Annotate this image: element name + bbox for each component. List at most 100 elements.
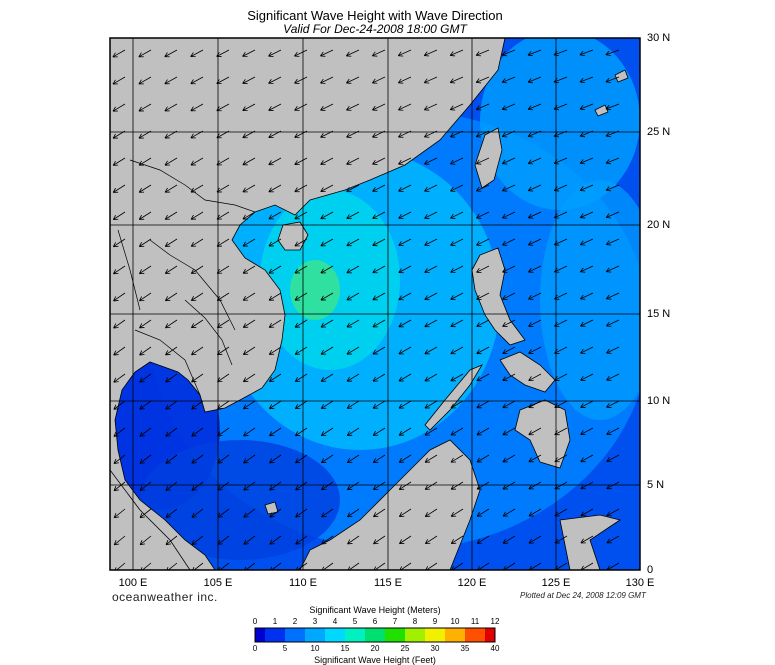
wave-direction-arrow: [476, 319, 490, 328]
wave-field-north: [480, 38, 640, 210]
wave-direction-arrow: [138, 238, 152, 248]
wave-direction-arrow: [346, 130, 360, 138]
wave-direction-arrow: [242, 346, 256, 356]
wave-direction-arrow: [268, 373, 282, 383]
wave-direction-arrow: [243, 508, 256, 518]
wave-direction-arrow: [528, 508, 542, 517]
wave-direction-arrow: [191, 400, 204, 410]
wave-direction-arrow: [112, 49, 126, 58]
wave-direction-arrow: [112, 184, 126, 193]
wave-direction-arrow: [294, 400, 308, 410]
lon-label: 130 E: [625, 577, 655, 589]
wave-direction-arrow: [553, 130, 568, 138]
wave-direction-arrow: [191, 481, 204, 491]
colorbar-segment: [455, 628, 461, 642]
natuna-island: [264, 501, 279, 515]
colorbar-segment: [350, 628, 356, 642]
wave-direction-arrow: [244, 562, 256, 570]
wave-direction-arrow: [139, 454, 152, 464]
wave-direction-arrow: [217, 481, 230, 491]
wave-direction-arrow: [502, 427, 516, 436]
wave-direction-arrow: [398, 157, 412, 165]
wave-direction-arrow: [113, 481, 126, 492]
wave-direction-arrow: [476, 400, 490, 409]
wave-direction-arrow: [269, 427, 282, 437]
wave-direction-arrow: [502, 400, 516, 409]
colorbar-tick-meters: 1: [272, 617, 278, 626]
wave-direction-arrow: [398, 508, 412, 518]
colorbar-segment: [380, 628, 386, 642]
wave-direction-arrow: [372, 454, 386, 463]
colorbar-tick-meters: 9: [432, 617, 438, 626]
wave-direction-arrow: [554, 319, 568, 327]
wave-direction-arrow: [580, 319, 594, 327]
wave-direction-arrow: [475, 130, 490, 138]
wave-direction-arrow: [475, 49, 490, 57]
wave-direction-arrow: [165, 400, 178, 410]
wave-direction-arrow: [320, 211, 334, 220]
colorbar-segment: [315, 628, 321, 642]
wave-direction-arrow: [527, 184, 542, 192]
wave-direction-arrow: [190, 49, 204, 58]
wave-direction-arrow: [191, 454, 204, 464]
colorbar-tick-feet: 0: [252, 644, 258, 653]
wave-direction-arrow: [502, 535, 516, 544]
wave-direction-arrow: [320, 427, 334, 437]
wave-direction-arrow: [476, 184, 490, 192]
wave-direction-arrow: [501, 184, 516, 192]
wave-direction-arrow: [242, 157, 256, 166]
wave-direction-arrow: [398, 535, 412, 545]
wave-direction-arrow: [606, 535, 620, 544]
ryukyu-island-1: [594, 104, 609, 117]
colorbar-segment: [325, 628, 331, 642]
wave-direction-arrow: [606, 400, 620, 408]
wave-direction-arrow: [450, 265, 464, 273]
wave-direction-arrow: [165, 508, 178, 518]
wave-direction-arrow: [580, 400, 594, 408]
wave-direction-arrow: [268, 346, 282, 355]
wave-direction-arrow: [294, 49, 308, 57]
wave-direction-arrow: [424, 157, 438, 165]
wave-direction-arrow: [294, 157, 308, 166]
wave-direction-arrow: [372, 346, 386, 355]
wave-direction-arrow: [424, 211, 438, 219]
wave-direction-arrow: [528, 481, 542, 490]
wave-direction-arrow: [294, 211, 308, 220]
wave-direction-arrow: [424, 265, 438, 274]
wave-direction-arrow: [527, 157, 542, 165]
wave-direction-arrow: [475, 76, 490, 84]
wave-direction-arrow: [528, 265, 542, 273]
wave-direction-arrow: [372, 103, 386, 111]
wave-direction-arrow: [295, 508, 308, 518]
wave-direction-arrow: [606, 481, 620, 490]
lon-label: 110 E: [289, 577, 317, 589]
colorbar-segment: [430, 628, 436, 642]
sumatra-coast: [110, 469, 191, 570]
wave-direction-arrow: [502, 319, 516, 327]
wave-direction-arrow: [242, 76, 256, 84]
wave-direction-arrow: [268, 130, 282, 139]
wave-direction-arrow: [605, 49, 620, 56]
wave-direction-arrow: [476, 373, 490, 382]
wave-direction-arrow: [424, 481, 438, 490]
wave-direction-arrow: [242, 130, 256, 139]
wave-direction-arrow: [268, 265, 282, 274]
wave-direction-arrow: [139, 427, 152, 437]
wave-direction-arrow: [580, 535, 594, 544]
wave-direction-arrow: [268, 103, 282, 111]
wave-direction-arrow: [605, 292, 620, 300]
wave-direction-arrow: [294, 292, 308, 301]
wave-direction-arrow: [580, 454, 594, 463]
colorbar-segment: [485, 628, 491, 642]
wave-direction-arrow: [528, 427, 542, 436]
wave-direction-arrow: [606, 346, 620, 354]
colorbar-tick-meters: 4: [332, 617, 338, 626]
map-title: Significant Wave Height with Wave Direct…: [247, 8, 503, 23]
wave-direction-arrow: [217, 373, 230, 383]
ryukyu-island-2: [614, 69, 629, 83]
wave-direction-arrow: [139, 508, 152, 519]
wave-direction-arrow: [294, 427, 308, 437]
wave-direction-arrow: [476, 265, 490, 273]
wave-direction-arrow: [398, 454, 412, 463]
wave-direction-arrow: [113, 508, 126, 519]
